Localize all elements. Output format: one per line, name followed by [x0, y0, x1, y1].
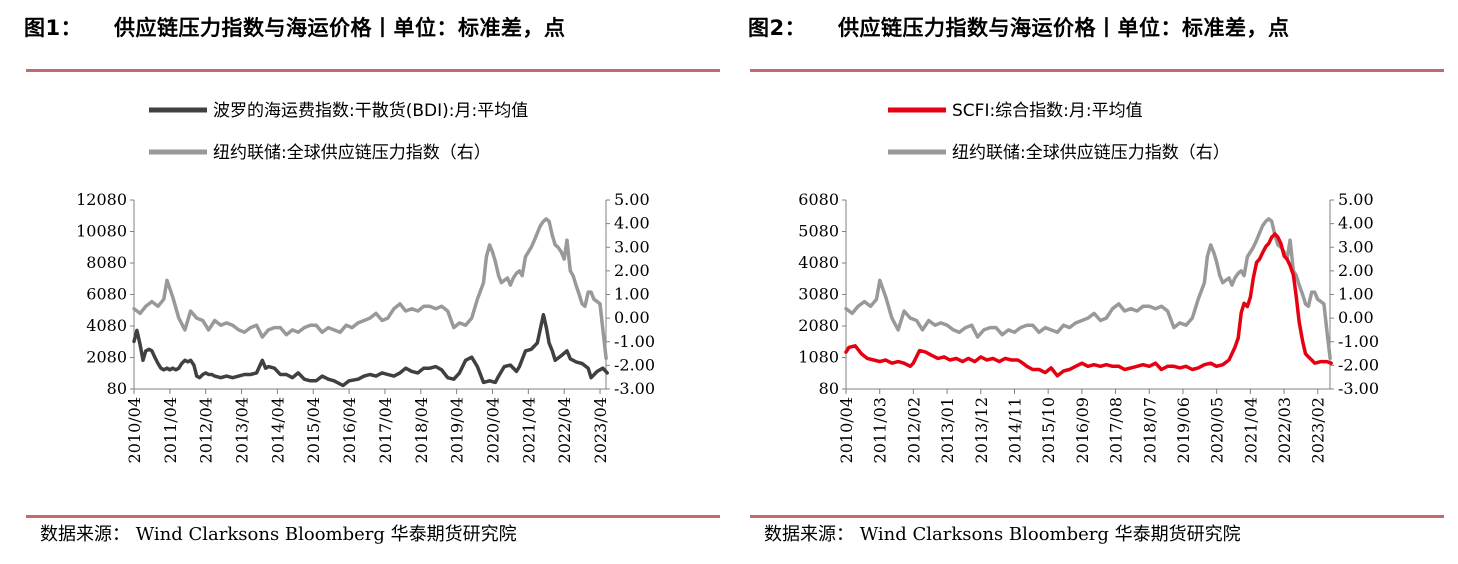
- chart2-right-tick-label: 4.00: [1338, 214, 1374, 233]
- figure-2-source: 数据来源： Wind Clarksons Bloomberg 华泰期货研究院: [764, 524, 1241, 545]
- figure-1-title: 图1： 供应链压力指数与海运价格丨单位：标准差，点: [24, 12, 566, 42]
- chart1-right-tick-label: 5.00: [614, 190, 650, 209]
- chart1-left-tick-label: 2080: [86, 348, 127, 367]
- chart2-left-tick-label: 4080: [798, 253, 839, 272]
- chart1-right-tick-label: 0.00: [614, 308, 650, 327]
- chart2-left-tick-label: 1080: [798, 348, 839, 367]
- figure-2-title-text: 供应链压力指数与海运价格丨单位：标准差，点: [838, 16, 1290, 40]
- chart1-series-line-0: [132, 312, 609, 388]
- chart2-right-tick-label: -1.00: [1338, 332, 1379, 351]
- chart2-x-tick-label: 2022/03: [1275, 397, 1294, 463]
- chart2-left-tick-label: 3080: [798, 285, 839, 304]
- chart2-left-tick-label: 2080: [798, 316, 839, 335]
- figure-1-title-text: 供应链压力指数与海运价格丨单位：标准差，点: [114, 16, 566, 40]
- chart2-legend-label-1: 纽约联储:全球供应链压力指数（右）: [952, 143, 1230, 163]
- figure-1-top-rule: [26, 69, 720, 72]
- chart1-x-tick-label: 2022/04: [555, 397, 574, 463]
- chart1-right-tick-label: 2.00: [614, 261, 650, 280]
- chart1-left-tick-label: 10080: [76, 222, 127, 241]
- chart1-right-tick-label: 4.00: [614, 214, 650, 233]
- chart2-x-tick-label: 2013/12: [972, 397, 991, 463]
- chart1-x-tick-label: 2020/04: [483, 397, 502, 463]
- chart2-x-tick-label: 2019/06: [1174, 397, 1193, 463]
- chart1-x-tick-label: 2011/04: [161, 397, 180, 463]
- chart2-x-tick-label: 2020/05: [1208, 397, 1227, 463]
- chart2-series-line-0: [844, 232, 1333, 378]
- chart2-right-tick-label: -3.00: [1338, 379, 1379, 398]
- figure-2-bottom-rule: [750, 515, 1444, 518]
- figure-2-title: 图2： 供应链压力指数与海运价格丨单位：标准差，点: [748, 12, 1290, 42]
- chart1-right-tick-label: -1.00: [614, 332, 655, 351]
- chart1-right-tick-label: -3.00: [614, 379, 655, 398]
- figure-2-label: 图2：: [748, 16, 807, 40]
- chart2-right-tick-label: 5.00: [1338, 190, 1374, 209]
- chart1-right-tick-label: 1.00: [614, 285, 650, 304]
- chart1-x-tick-label: 2014/04: [268, 397, 287, 463]
- chart1-x-tick-label: 2023/04: [591, 397, 610, 463]
- chart2-x-tick-label: 2010/04: [837, 397, 856, 463]
- chart2-x-tick-label: 2021/04: [1241, 397, 1260, 463]
- chart1-right-tick-label: 3.00: [614, 237, 650, 256]
- chart1-right-tick-label: -2.00: [614, 355, 655, 374]
- chart2-x-tick-label: 2015/10: [1039, 397, 1058, 463]
- chart1-left-tick-label: 4080: [86, 316, 127, 335]
- chart1-series-line-1: [132, 217, 608, 361]
- chart2-right-tick-label: 2.00: [1338, 261, 1374, 280]
- chart2-x-tick-label: 2013/01: [938, 397, 957, 463]
- chart1-left-tick-label: 80: [107, 379, 127, 398]
- chart2-right-tick-label: -2.00: [1338, 355, 1379, 374]
- figure-1-bottom-rule: [26, 515, 720, 518]
- chart1-left-tick-label: 12080: [76, 190, 127, 209]
- chart1-legend-label-1: 纽约联储:全球供应链压力指数（右）: [213, 143, 491, 163]
- chart1-x-tick-label: 2013/04: [233, 397, 252, 463]
- chart2-x-tick-label: 2023/02: [1309, 397, 1328, 463]
- chart1-x-tick-label: 2010/04: [125, 397, 144, 463]
- chart2-left-tick-label: 5080: [798, 222, 839, 241]
- chart2-x-tick-label: 2017/08: [1107, 397, 1126, 463]
- figure-1-source: 数据来源： Wind Clarksons Bloomberg 华泰期货研究院: [40, 524, 517, 545]
- chart1-x-tick-label: 2017/04: [376, 397, 395, 463]
- chart2-x-tick-label: 2014/11: [1005, 397, 1024, 463]
- chart1-x-tick-label: 2021/04: [519, 397, 538, 463]
- chart1-left-tick-label: 6080: [86, 285, 127, 304]
- chart2-x-tick-label: 2011/03: [871, 397, 890, 463]
- chart2-x-tick-label: 2012/02: [904, 397, 923, 463]
- chart2-legend-label-0: SCFI:综合指数:月:平均值: [952, 101, 1143, 121]
- figure-1-panel: 图1： 供应链压力指数与海运价格丨单位：标准差，点 波罗的海运费指数:干散货(BD…: [24, 0, 724, 564]
- chart2-right-tick-label: 3.00: [1338, 237, 1374, 256]
- chart2-left-tick-label: 6080: [798, 190, 839, 209]
- chart2-right-tick-label: 1.00: [1338, 285, 1374, 304]
- chart2-left-tick-label: 80: [819, 379, 839, 398]
- chart2-x-tick-label: 2018/07: [1140, 397, 1159, 463]
- figure-2-top-rule: [750, 69, 1444, 72]
- chart1-x-tick-label: 2019/04: [448, 397, 467, 463]
- figure-1-label: 图1：: [24, 16, 83, 40]
- chart2-series-line-1: [844, 217, 1332, 361]
- chart1-legend-label-0: 波罗的海运费指数:干散货(BDI):月:平均值: [213, 101, 528, 121]
- chart1-x-tick-label: 2018/04: [412, 397, 431, 463]
- chart1-x-tick-label: 2016/04: [340, 397, 359, 463]
- chart2-right-tick-label: 0.00: [1338, 308, 1374, 327]
- figure-2-panel: 图2： 供应链压力指数与海运价格丨单位：标准差，点 SCFI:综合指数:月:平均值…: [748, 0, 1448, 564]
- chart2-x-tick-label: 2016/09: [1073, 397, 1092, 463]
- chart1-left-tick-label: 8080: [86, 253, 127, 272]
- chart1-x-tick-label: 2012/04: [197, 397, 216, 463]
- chart1-x-tick-label: 2015/04: [304, 397, 323, 463]
- figure-1-chart: 波罗的海运费指数:干散货(BDI):月:平均值纽约联储:全球供应链压力指数（右）…: [76, 101, 655, 463]
